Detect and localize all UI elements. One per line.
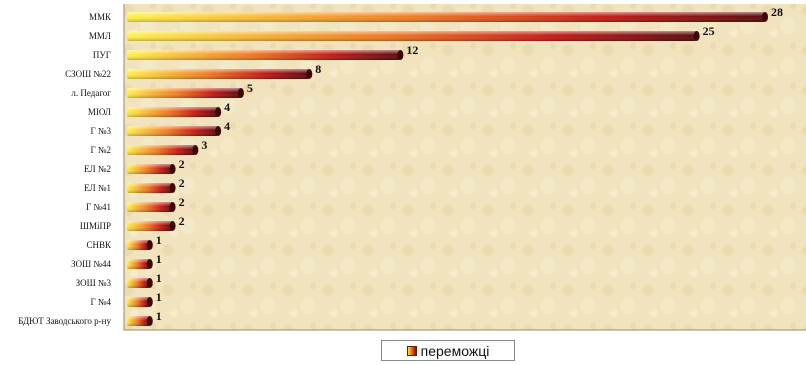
bar-highlight <box>127 126 219 136</box>
bar-highlight <box>127 50 401 60</box>
value-label: 25 <box>703 24 715 38</box>
bar-highlight <box>127 88 241 98</box>
category-label: СЗОШ №22 <box>65 69 111 79</box>
category-labels: ММК ММЛ ПУГ СЗОШ №22 л. Педагог МІОЛ Г №3 Г №2 Е… <box>18 12 112 326</box>
value-label: 4 <box>224 100 230 114</box>
bar-highlight <box>127 69 310 79</box>
value-label: 8 <box>315 62 321 76</box>
value-label: 28 <box>771 5 783 19</box>
bar-highlight <box>127 316 150 326</box>
value-label: 12 <box>406 43 418 57</box>
category-label: л. Педагог <box>71 88 111 98</box>
bar-highlight <box>127 240 150 250</box>
category-label: ММК <box>89 12 112 22</box>
bar-end-cap <box>146 240 153 250</box>
bar-highlight <box>127 164 173 174</box>
category-label: ЕЛ №2 <box>84 164 111 174</box>
bar-highlight <box>127 278 150 288</box>
legend-label: переможці <box>420 342 490 359</box>
bar-end-cap <box>146 316 153 326</box>
bar-highlight <box>127 12 765 22</box>
value-label: 2 <box>179 214 185 228</box>
category-label: Г №41 <box>86 202 111 212</box>
bar-end-cap <box>169 183 176 193</box>
value-label: 1 <box>156 290 162 304</box>
bar-highlight <box>127 107 219 117</box>
bar-end-cap <box>146 297 153 307</box>
value-label: 1 <box>156 309 162 323</box>
category-label: ПУГ <box>93 50 111 60</box>
bar-end-cap <box>306 69 313 79</box>
bar-highlight <box>127 183 173 193</box>
bar-series <box>127 12 768 326</box>
bar-end-cap <box>762 12 768 22</box>
value-label: 3 <box>201 138 207 152</box>
category-label: ЕЛ №1 <box>84 183 111 193</box>
category-label: ЗОШ №3 <box>76 278 112 288</box>
category-label: МІОЛ <box>88 107 111 117</box>
category-label: ЗОШ №44 <box>71 259 111 269</box>
category-label: Г №3 <box>90 126 111 136</box>
plot-frame <box>123 4 806 331</box>
value-label: 1 <box>156 271 162 285</box>
category-label: БДЮТ Заводського р-ну <box>18 316 111 326</box>
value-label: 2 <box>179 176 185 190</box>
category-label: СНВК <box>86 240 112 250</box>
bar-end-cap <box>192 145 199 155</box>
value-label: 4 <box>224 119 230 133</box>
value-label: 1 <box>156 252 162 266</box>
bar-end-cap <box>397 50 404 60</box>
legend: переможці <box>381 340 515 361</box>
bar-highlight <box>127 297 150 307</box>
bar-end-cap <box>215 126 222 136</box>
category-label: ШМіПР <box>80 221 111 231</box>
bar-highlight <box>127 145 196 155</box>
value-labels: 28 25 12 8 5 4 4 3 2 2 2 2 1 1 1 1 1 <box>156 5 783 323</box>
category-label: Г №4 <box>90 297 111 307</box>
bar-highlight <box>127 31 697 41</box>
bar-highlight <box>127 221 173 231</box>
bar-end-cap <box>693 31 700 41</box>
bar-end-cap <box>169 164 176 174</box>
value-label: 1 <box>156 233 162 247</box>
legend-swatch <box>406 345 417 356</box>
category-label: ММЛ <box>89 31 111 41</box>
bar-chart: ММК ММЛ ПУГ СЗОШ №22 л. Педагог МІОЛ Г №3 Г №2 Е… <box>18 4 806 331</box>
bar-highlight <box>127 202 173 212</box>
bar-end-cap <box>146 259 153 269</box>
bar-end-cap <box>215 107 222 117</box>
value-label: 5 <box>247 81 253 95</box>
bar-end-cap <box>237 88 244 98</box>
value-label: 2 <box>179 195 185 209</box>
bar-highlight <box>127 259 150 269</box>
bar-end-cap <box>169 202 176 212</box>
bar-end-cap <box>169 221 176 231</box>
bar-end-cap <box>146 278 153 288</box>
category-label: Г №2 <box>90 145 111 155</box>
value-label: 2 <box>179 157 185 171</box>
